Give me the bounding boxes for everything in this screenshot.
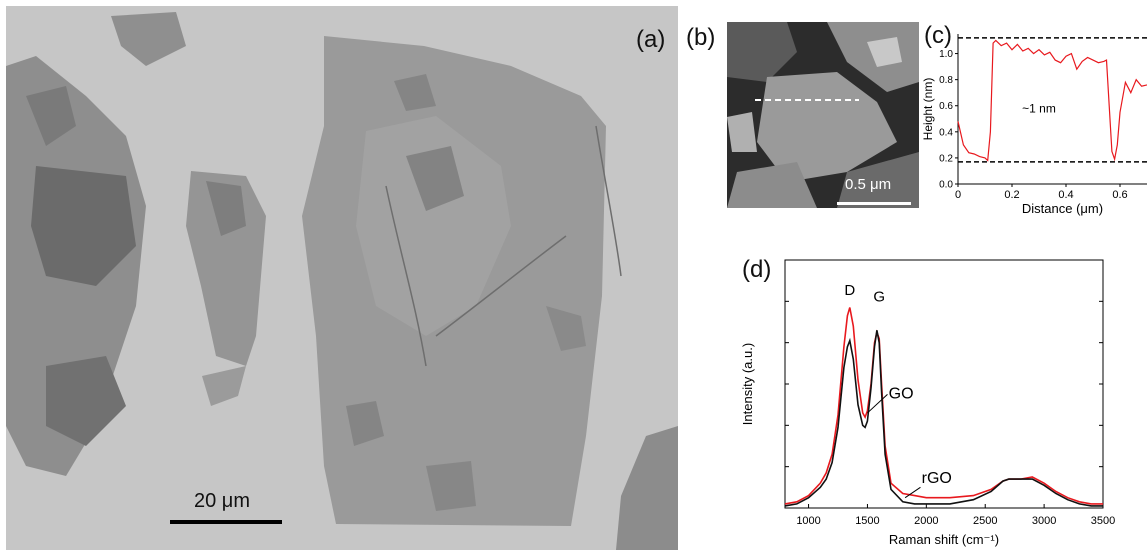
x-axis-label-d: Raman shift (cm⁻¹) <box>889 532 999 547</box>
chart-panel-d: 1000 1500 2000 2500 3000 3500 D G GO rGO Raman shi… <box>730 250 1147 554</box>
panel-label-b: (b) <box>686 24 716 51</box>
scalebar-b-label: 0.5 μm <box>845 176 892 193</box>
sem-micrograph <box>6 6 678 550</box>
x-tick-label-c: 0.6 <box>1112 189 1127 201</box>
panel-label-c: (c) <box>924 22 952 49</box>
go-pointer <box>867 393 888 414</box>
afm-image-panel-b: 0.5 μm <box>727 22 919 208</box>
y-tick-label-c: 0.2 <box>939 153 953 164</box>
height-profile-chart: 0.0 0.2 0.4 0.6 0.8 1.0 0 0.2 0.4 0.6 ~1 nm Distanc… <box>921 34 1147 216</box>
y-axis-label-c: Height (nm) <box>921 78 935 141</box>
panel-label-d: (d) <box>742 256 772 283</box>
peak-label-d: D <box>844 282 855 299</box>
y-tick-label-c: 0.6 <box>939 101 953 112</box>
x-tick-label-d: 1500 <box>855 515 879 527</box>
x-tick-label-d: 2500 <box>973 515 997 527</box>
x-tick-label-d: 3500 <box>1091 515 1115 527</box>
scalebar-a <box>170 520 282 524</box>
raman-spectrum-chart: 1000 1500 2000 2500 3000 3500 D G GO rGO Raman shi… <box>740 259 1115 547</box>
rgo-label: rGO <box>922 470 952 487</box>
y-tick-label-c: 1.0 <box>939 49 953 60</box>
series-line <box>784 330 1103 507</box>
x-tick-label-c: 0.4 <box>1058 189 1073 201</box>
x-tick-label-d: 3000 <box>1032 515 1056 527</box>
scalebar-a-label: 20 μm <box>194 490 250 512</box>
y-axis-label-d: Intensity (a.u.) <box>740 343 755 425</box>
y-tick-label-c: 0.0 <box>939 180 953 191</box>
panel-label-a: (a) <box>636 26 666 53</box>
thickness-annotation: ~1 nm <box>1022 101 1056 115</box>
x-tick-label-d: 1000 <box>796 515 820 527</box>
x-tick-label-c: 0 <box>955 189 961 201</box>
rgo-pointer <box>904 486 921 499</box>
sem-image-panel-a: (a) 20 μm <box>6 6 678 550</box>
go-label: GO <box>889 385 914 402</box>
x-axis-label-c: Distance (μm) <box>1022 201 1103 216</box>
afm-micrograph <box>727 22 919 208</box>
y-tick-label-c: 0.4 <box>939 127 953 138</box>
x-tick-label-c: 0.2 <box>1004 189 1019 201</box>
height-profile-line <box>957 39 1147 162</box>
peak-label-g: G <box>873 288 885 305</box>
y-tick-label-c: 0.8 <box>939 75 953 86</box>
x-tick-label-d: 2000 <box>914 515 938 527</box>
chart-panel-c: 0.0 0.2 0.4 0.6 0.8 1.0 0 0.2 0.4 0.6 ~1 nm Distanc… <box>920 18 1147 218</box>
